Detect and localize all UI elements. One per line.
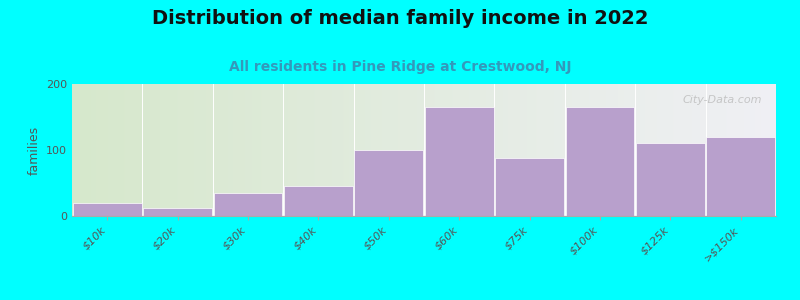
Bar <box>284 186 353 216</box>
Bar <box>354 150 423 216</box>
Bar <box>425 107 494 216</box>
Text: City-Data.com: City-Data.com <box>682 94 762 105</box>
Bar <box>73 203 142 216</box>
Bar <box>706 137 775 216</box>
Bar <box>143 208 212 216</box>
Text: All residents in Pine Ridge at Crestwood, NJ: All residents in Pine Ridge at Crestwood… <box>229 60 571 74</box>
Bar <box>566 107 634 216</box>
Bar <box>636 143 705 216</box>
Y-axis label: families: families <box>27 125 41 175</box>
Text: Distribution of median family income in 2022: Distribution of median family income in … <box>152 9 648 28</box>
Bar <box>214 193 282 216</box>
Bar <box>495 158 564 216</box>
